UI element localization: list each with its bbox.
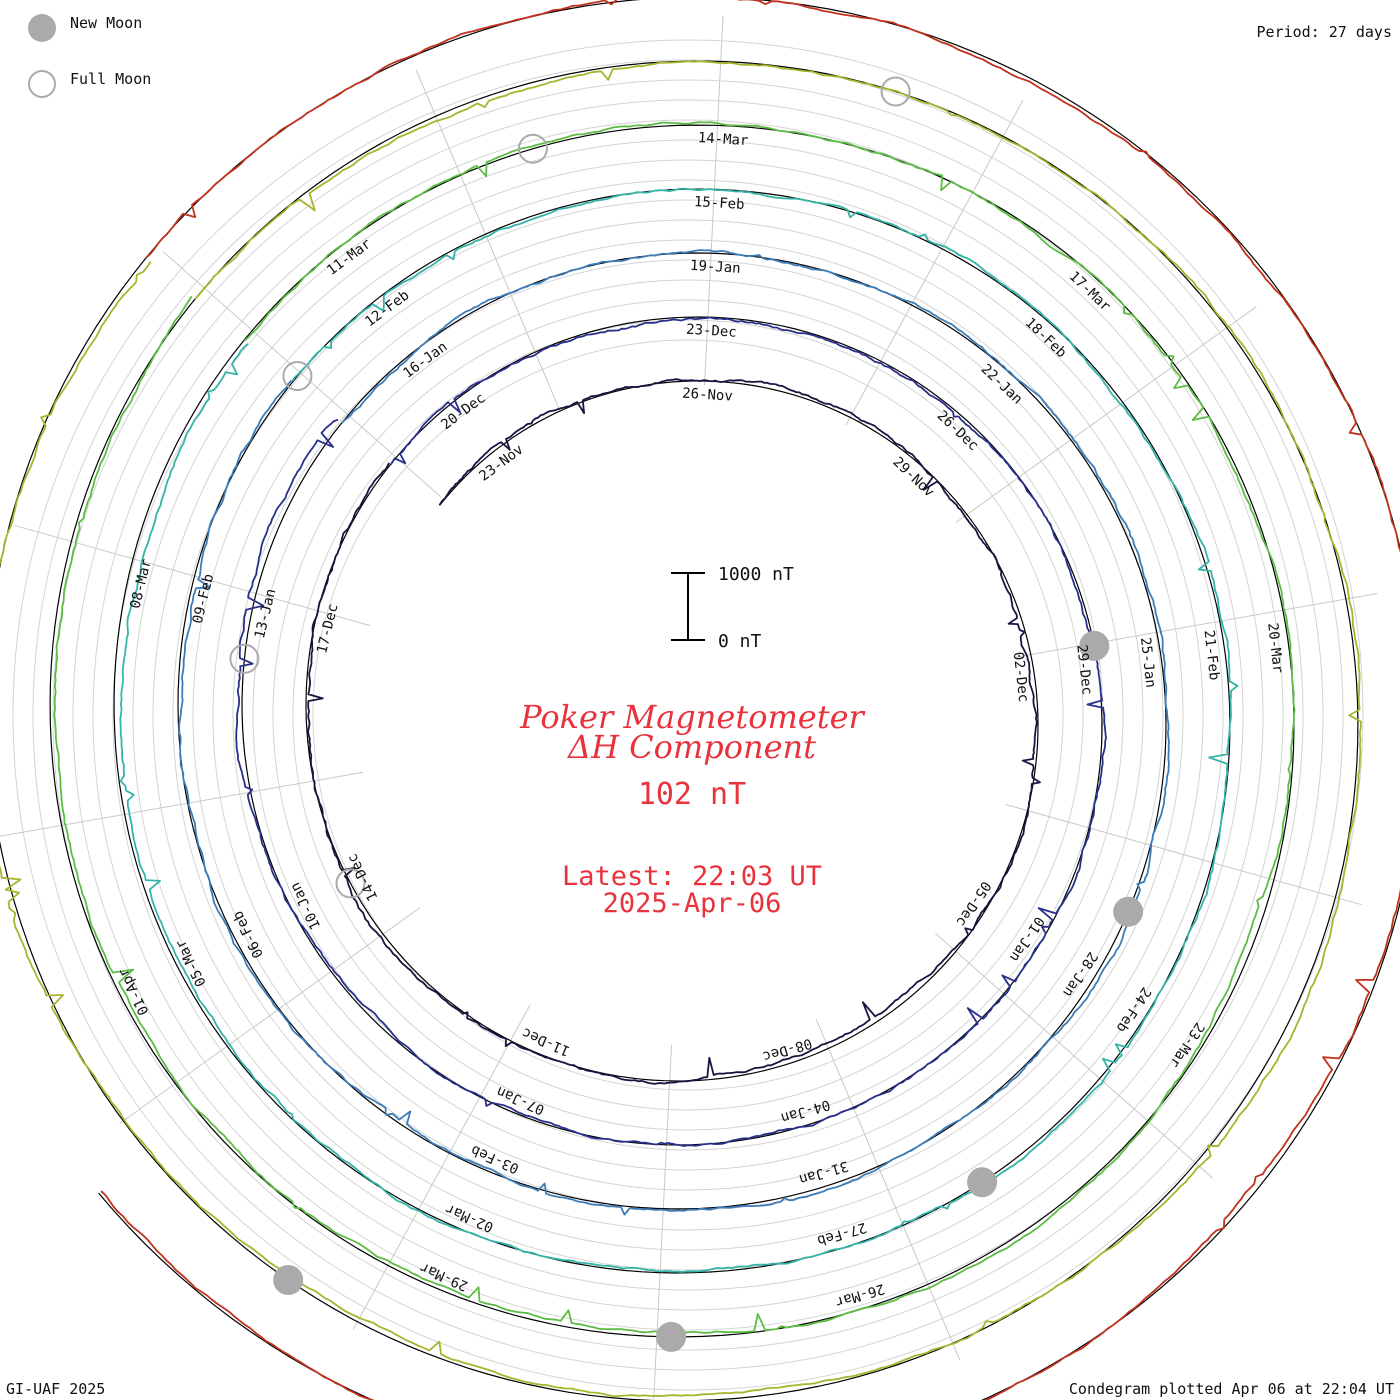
new-moon-marker — [1079, 630, 1110, 661]
new-moon-marker — [1113, 896, 1144, 927]
grid-ring — [232, 259, 1144, 1171]
new-moon-marker — [656, 1321, 687, 1352]
grid-ring — [212, 239, 1164, 1191]
grid-ring — [292, 319, 1084, 1111]
grid-spokes — [0, 15, 1378, 1400]
series-line — [178, 249, 1170, 1216]
footer-credit: GI-UAF 2025 — [6, 1380, 106, 1398]
date-label: 11-Mar — [324, 236, 374, 279]
full-moon-marker — [335, 868, 366, 899]
series-line — [53, 121, 1296, 1334]
full-moon-marker — [282, 361, 313, 391]
footer-plot-time: Condegram plotted Apr 06 at 22:04 UT — [1068, 1380, 1394, 1398]
series-line — [307, 378, 1041, 1085]
chart-subtitle: ΔH Component — [566, 728, 816, 766]
new-moon-marker — [967, 1167, 998, 1198]
date-label: 23-Dec — [686, 322, 737, 341]
latest-date: 2025-Apr-06 — [603, 888, 782, 919]
date-label: 23-Nov — [476, 442, 526, 485]
grid-ring — [172, 199, 1204, 1231]
date-label: 16-Jan — [400, 339, 450, 382]
series-line — [235, 316, 1107, 1147]
grid-spoke — [119, 907, 421, 1124]
full-moon-legend-icon — [28, 70, 56, 98]
date-label: 23-Mar — [1166, 1019, 1207, 1070]
grid-ring — [12, 39, 1364, 1391]
grid-ring — [32, 59, 1344, 1371]
grid-ring — [92, 119, 1284, 1311]
date-label: 29-Nov — [890, 454, 938, 500]
grid-spoke — [0, 771, 364, 837]
date-label: 28-Jan — [1059, 949, 1100, 1000]
grid-spoke — [653, 1044, 672, 1400]
date-label: 15-Feb — [693, 194, 744, 213]
grid-spoke — [704, 15, 724, 386]
date-label: 20-Mar — [1264, 622, 1286, 674]
latest-time: Latest: 22:03 UT — [562, 861, 822, 892]
scale-bar: 1000 nT 0 nT — [671, 564, 794, 652]
grid-spoke — [162, 251, 441, 497]
new-moon-legend-label: New Moon — [70, 14, 143, 32]
scale-bar-top-label: 1000 nT — [718, 564, 794, 585]
date-label: 01-Apr — [116, 965, 153, 1017]
current-value: 102 nT — [638, 777, 746, 812]
grid-spoke — [955, 306, 1257, 523]
date-label: 25-Jan — [1137, 636, 1159, 688]
grid-spoke — [1005, 803, 1362, 906]
full-moon-marker — [229, 643, 260, 674]
grid-ring — [312, 339, 1064, 1091]
date-label: 29-Mar — [418, 1259, 471, 1294]
full-moon-marker — [880, 76, 911, 107]
grid-spoke — [935, 933, 1214, 1179]
grid-ring — [72, 99, 1304, 1331]
date-label: 02-Mar — [443, 1200, 496, 1235]
date-label: 31-Jan — [797, 1157, 850, 1187]
date-label: 21-Feb — [1200, 629, 1222, 681]
series-line — [0, 60, 1362, 1398]
grid-spoke — [845, 100, 1024, 426]
grid-spoke — [352, 1004, 531, 1330]
date-label: 10-Jan — [287, 879, 324, 931]
moon-markers — [229, 76, 1144, 1352]
grid-ring — [132, 159, 1244, 1271]
series-line — [119, 187, 1239, 1273]
full-moon-legend-label: Full Moon — [70, 70, 152, 88]
grid-ring — [52, 79, 1324, 1351]
grid-rings — [12, 39, 1364, 1391]
date-label: 19-Jan — [690, 258, 741, 277]
date-label: 01-Jan — [1006, 913, 1047, 964]
period-label: Period: 27 days — [1256, 23, 1392, 41]
grid-ring — [272, 299, 1104, 1131]
grid-spoke — [815, 1018, 961, 1361]
grid-ring — [252, 279, 1124, 1151]
date-label: 26-Nov — [682, 386, 733, 405]
new-moon-marker — [273, 1265, 304, 1295]
date-label: 04-Jan — [779, 1096, 832, 1126]
scale-bar-bottom-label: 0 nT — [718, 631, 762, 652]
date-label: 18-Feb — [1022, 315, 1070, 361]
date-label: 22-Jan — [978, 361, 1026, 407]
new-moon-legend-icon — [28, 14, 56, 42]
center-title: Poker Magnetometer ΔH Component 102 nT L… — [519, 698, 865, 919]
date-label: 06-Feb — [230, 908, 267, 960]
date-label: 29-Dec — [1073, 644, 1095, 696]
date-label: 02-Dec — [1010, 651, 1032, 703]
full-moon-marker — [517, 133, 548, 164]
date-label: 20-Dec — [438, 390, 488, 433]
date-label: 24-Feb — [1113, 984, 1154, 1035]
grid-spoke — [14, 524, 371, 627]
date-label: 27-Feb — [815, 1219, 868, 1249]
grid-ring — [152, 179, 1224, 1251]
date-label: 14-Mar — [697, 130, 748, 149]
grid-ring — [112, 139, 1264, 1291]
chart-title: Poker Magnetometer — [519, 698, 865, 736]
grid-spoke — [1012, 593, 1378, 659]
